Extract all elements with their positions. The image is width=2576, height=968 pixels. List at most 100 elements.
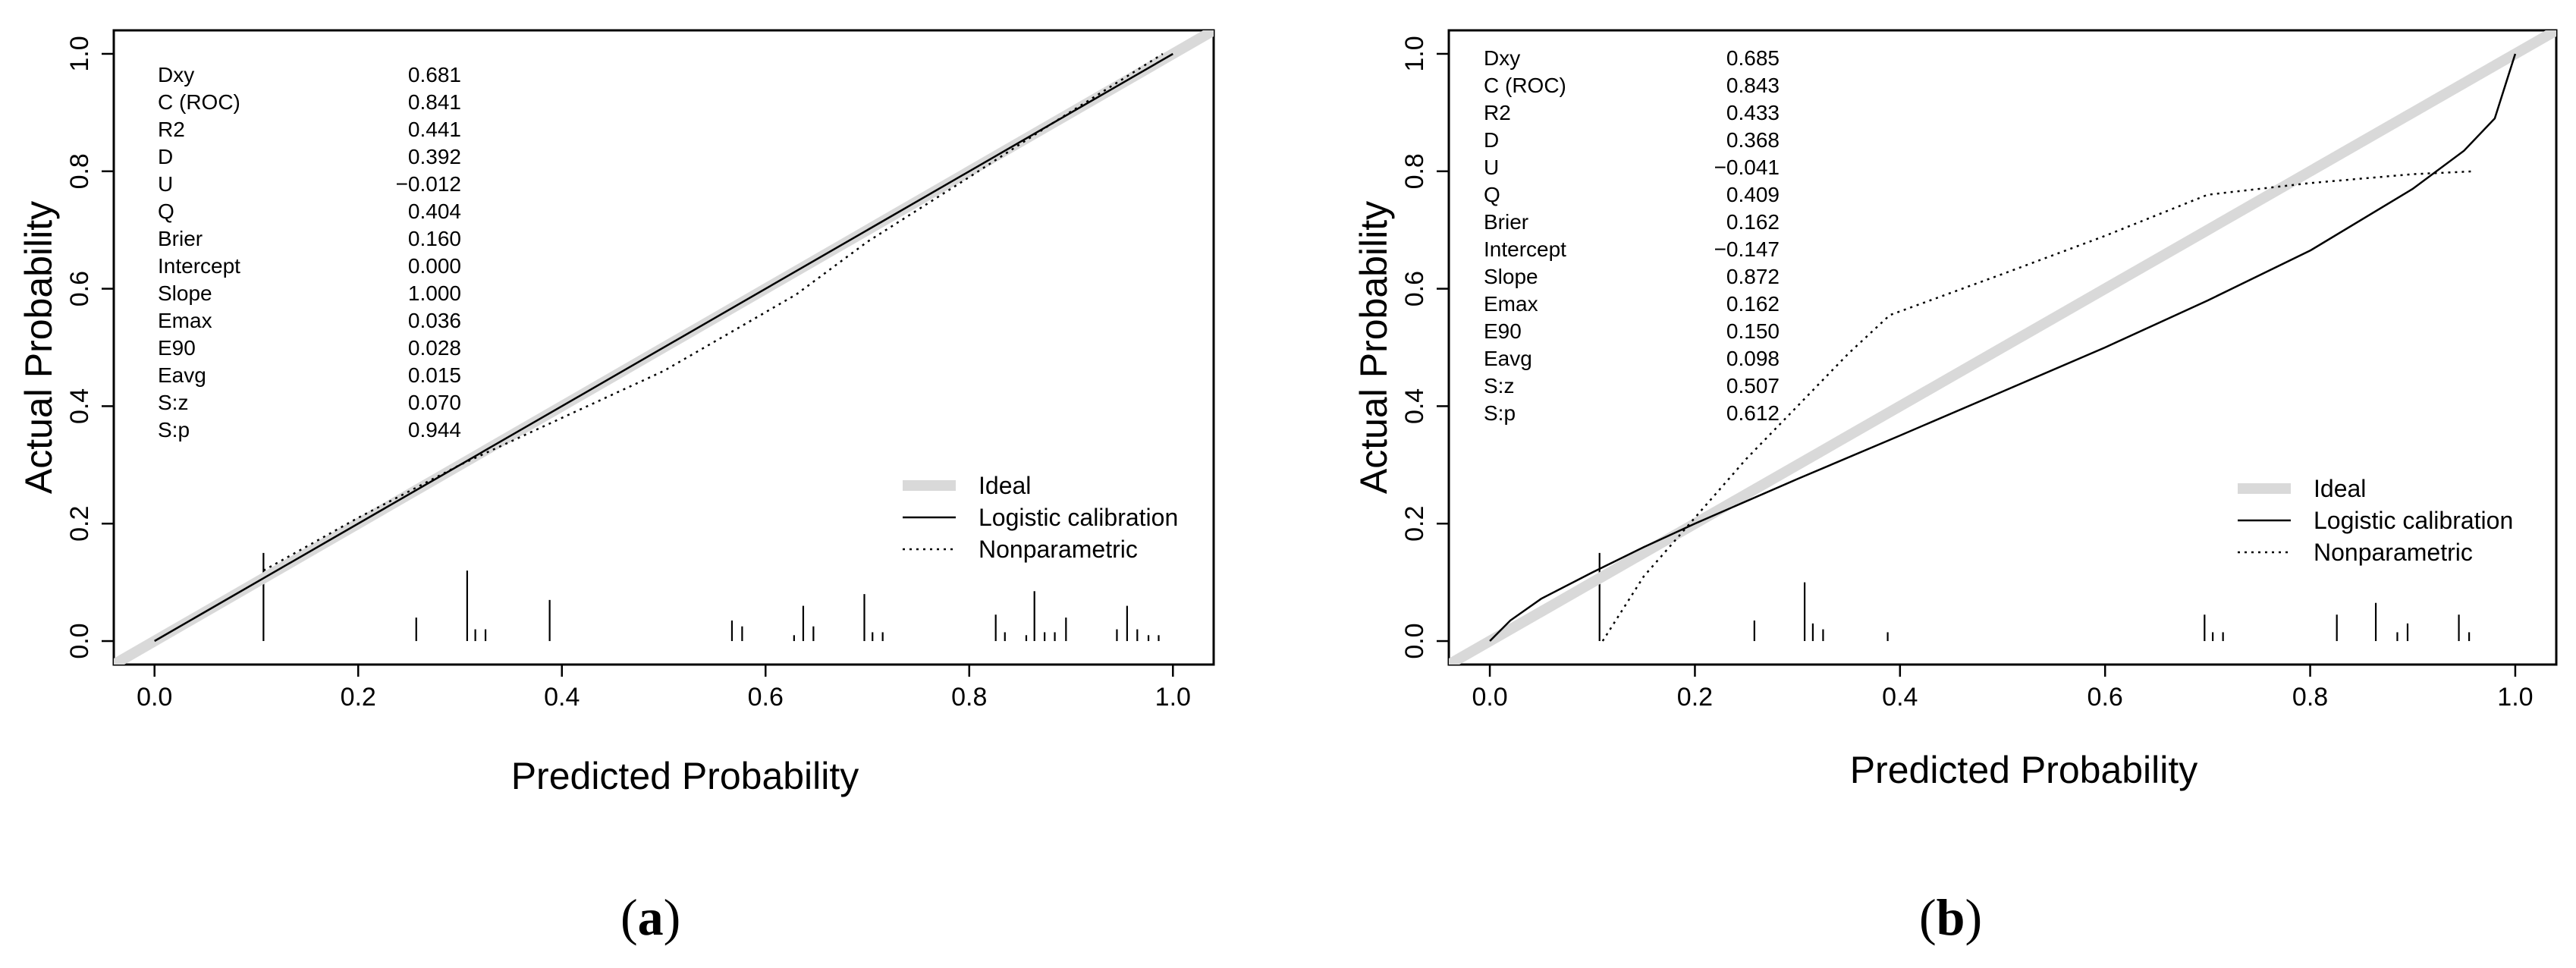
plot-frame bbox=[1447, 29, 2558, 666]
stat-name: Q bbox=[158, 200, 174, 223]
x-axis-title: Predicted Probability bbox=[511, 755, 859, 797]
stat-value: 0.507 bbox=[1726, 374, 1780, 398]
stat-name: R2 bbox=[158, 118, 185, 141]
x-tick-label: 0.2 bbox=[1677, 683, 1713, 712]
stat-name: C (ROC) bbox=[158, 90, 240, 114]
stat-value: −0.147 bbox=[1714, 237, 1780, 261]
panel-label-b: (b) bbox=[1919, 888, 1982, 946]
series-nonparametric bbox=[262, 52, 1164, 572]
legend-label: Ideal bbox=[979, 472, 1031, 499]
legend-label: Nonparametric bbox=[2314, 539, 2473, 566]
stat-name: Dxy bbox=[1484, 46, 1520, 70]
stat-value: 0.843 bbox=[1726, 74, 1780, 97]
stat-value: 0.433 bbox=[1726, 101, 1780, 124]
legend-label: Nonparametric bbox=[979, 536, 1138, 563]
stat-value: 1.000 bbox=[408, 281, 461, 305]
stat-value: 0.404 bbox=[408, 200, 461, 223]
stat-value: 0.872 bbox=[1726, 265, 1780, 288]
stat-value: 0.841 bbox=[408, 90, 461, 114]
x-tick-label: 0.2 bbox=[341, 683, 376, 712]
stat-name: E90 bbox=[1484, 319, 1522, 343]
stat-name: E90 bbox=[158, 336, 196, 360]
stat-name: U bbox=[1484, 156, 1499, 179]
stat-name: Slope bbox=[1484, 265, 1538, 288]
stat-name: Q bbox=[1484, 183, 1500, 206]
x-tick-label: 0.8 bbox=[2292, 683, 2328, 712]
stat-name: Emax bbox=[1484, 292, 1538, 316]
panel-a: Dxy 0.681 C (ROC) 0.841 R2 0.441 D 0.392 U −0.012… bbox=[17, 29, 1215, 946]
x-tick-label: 0.6 bbox=[2088, 683, 2123, 712]
y-tick-label: 0.8 bbox=[65, 153, 94, 189]
stat-name: Dxy bbox=[158, 63, 194, 86]
stat-value: 0.015 bbox=[408, 363, 461, 387]
y-tick-label: 0.6 bbox=[1400, 271, 1429, 306]
x-tick-label: 0.8 bbox=[951, 683, 987, 712]
y-tick-label: 0.8 bbox=[1400, 153, 1429, 189]
stat-value: 0.612 bbox=[1726, 401, 1780, 425]
stat-name: S:z bbox=[158, 391, 188, 414]
stat-name: S:z bbox=[1484, 374, 1514, 398]
stat-value: 0.685 bbox=[1726, 46, 1780, 70]
stat-name: U bbox=[158, 172, 173, 196]
stat-name: Emax bbox=[158, 309, 212, 332]
stat-value: −0.012 bbox=[396, 172, 461, 196]
plot-frame bbox=[112, 29, 1215, 666]
stat-name: C (ROC) bbox=[1484, 74, 1566, 97]
series-ideal bbox=[1449, 30, 2556, 665]
stat-value: 0.162 bbox=[1726, 210, 1780, 234]
series-logistic-calibration bbox=[1489, 53, 2517, 642]
y-axis-title: Actual Probability bbox=[1352, 201, 1395, 494]
stat-name: Intercept bbox=[158, 254, 240, 278]
stat-name: Slope bbox=[158, 281, 212, 305]
stat-name: S:p bbox=[158, 418, 190, 442]
series-logistic-calibration bbox=[154, 52, 1173, 643]
stat-name: Intercept bbox=[1484, 237, 1566, 261]
x-tick-label: 0.4 bbox=[1882, 683, 1918, 712]
y-tick-label: 0.0 bbox=[65, 623, 94, 658]
legend-label: Logistic calibration bbox=[2314, 507, 2513, 534]
stat-name: Eavg bbox=[1484, 347, 1532, 370]
legend-label: Ideal bbox=[2314, 475, 2366, 502]
stat-value: 0.368 bbox=[1726, 128, 1780, 152]
stat-value: −0.041 bbox=[1714, 156, 1780, 179]
stat-value: 0.441 bbox=[408, 118, 461, 141]
y-tick-label: 0.6 bbox=[65, 271, 94, 306]
y-tick-label: 0.2 bbox=[65, 506, 94, 542]
panel-b: Dxy 0.685 C (ROC) 0.843 R2 0.433 D 0.368 U −0.041… bbox=[1352, 29, 2558, 946]
stat-value: 0.070 bbox=[408, 391, 461, 414]
x-axis-title: Predicted Probability bbox=[1850, 749, 2198, 791]
stat-value: 0.409 bbox=[1726, 183, 1780, 206]
stat-value: 0.944 bbox=[408, 418, 461, 442]
y-tick-label: 1.0 bbox=[1400, 36, 1429, 71]
x-tick-label: 0.6 bbox=[748, 683, 784, 712]
y-tick-label: 1.0 bbox=[65, 36, 94, 71]
stat-name: Brier bbox=[1484, 210, 1528, 234]
stat-value: 0.028 bbox=[408, 336, 461, 360]
stat-name: D bbox=[1484, 128, 1499, 152]
stat-name: S:p bbox=[1484, 401, 1516, 425]
stat-value: 0.681 bbox=[408, 63, 461, 86]
stat-name: Brier bbox=[158, 227, 203, 250]
legend-label: Logistic calibration bbox=[979, 504, 1178, 531]
y-axis-title: Actual Probability bbox=[17, 201, 60, 494]
stat-value: 0.150 bbox=[1726, 319, 1780, 343]
y-tick-label: 0.4 bbox=[65, 388, 94, 424]
x-tick-label: 0.0 bbox=[137, 683, 172, 712]
y-tick-label: 0.0 bbox=[1400, 623, 1429, 658]
stat-name: D bbox=[158, 145, 173, 168]
panel-label-a: (a) bbox=[620, 888, 680, 946]
stat-value: 0.392 bbox=[408, 145, 461, 168]
stat-value: 0.160 bbox=[408, 227, 461, 250]
stat-name: Eavg bbox=[158, 363, 206, 387]
x-tick-label: 1.0 bbox=[2497, 683, 2533, 712]
stat-value: 0.036 bbox=[408, 309, 461, 332]
y-tick-label: 0.4 bbox=[1400, 388, 1429, 424]
x-tick-label: 0.4 bbox=[544, 683, 580, 712]
stat-name: R2 bbox=[1484, 101, 1511, 124]
y-tick-label: 0.2 bbox=[1400, 506, 1429, 542]
x-tick-label: 1.0 bbox=[1155, 683, 1191, 712]
stat-value: 0.000 bbox=[408, 254, 461, 278]
x-tick-label: 0.0 bbox=[1472, 683, 1507, 712]
stat-value: 0.162 bbox=[1726, 292, 1780, 316]
